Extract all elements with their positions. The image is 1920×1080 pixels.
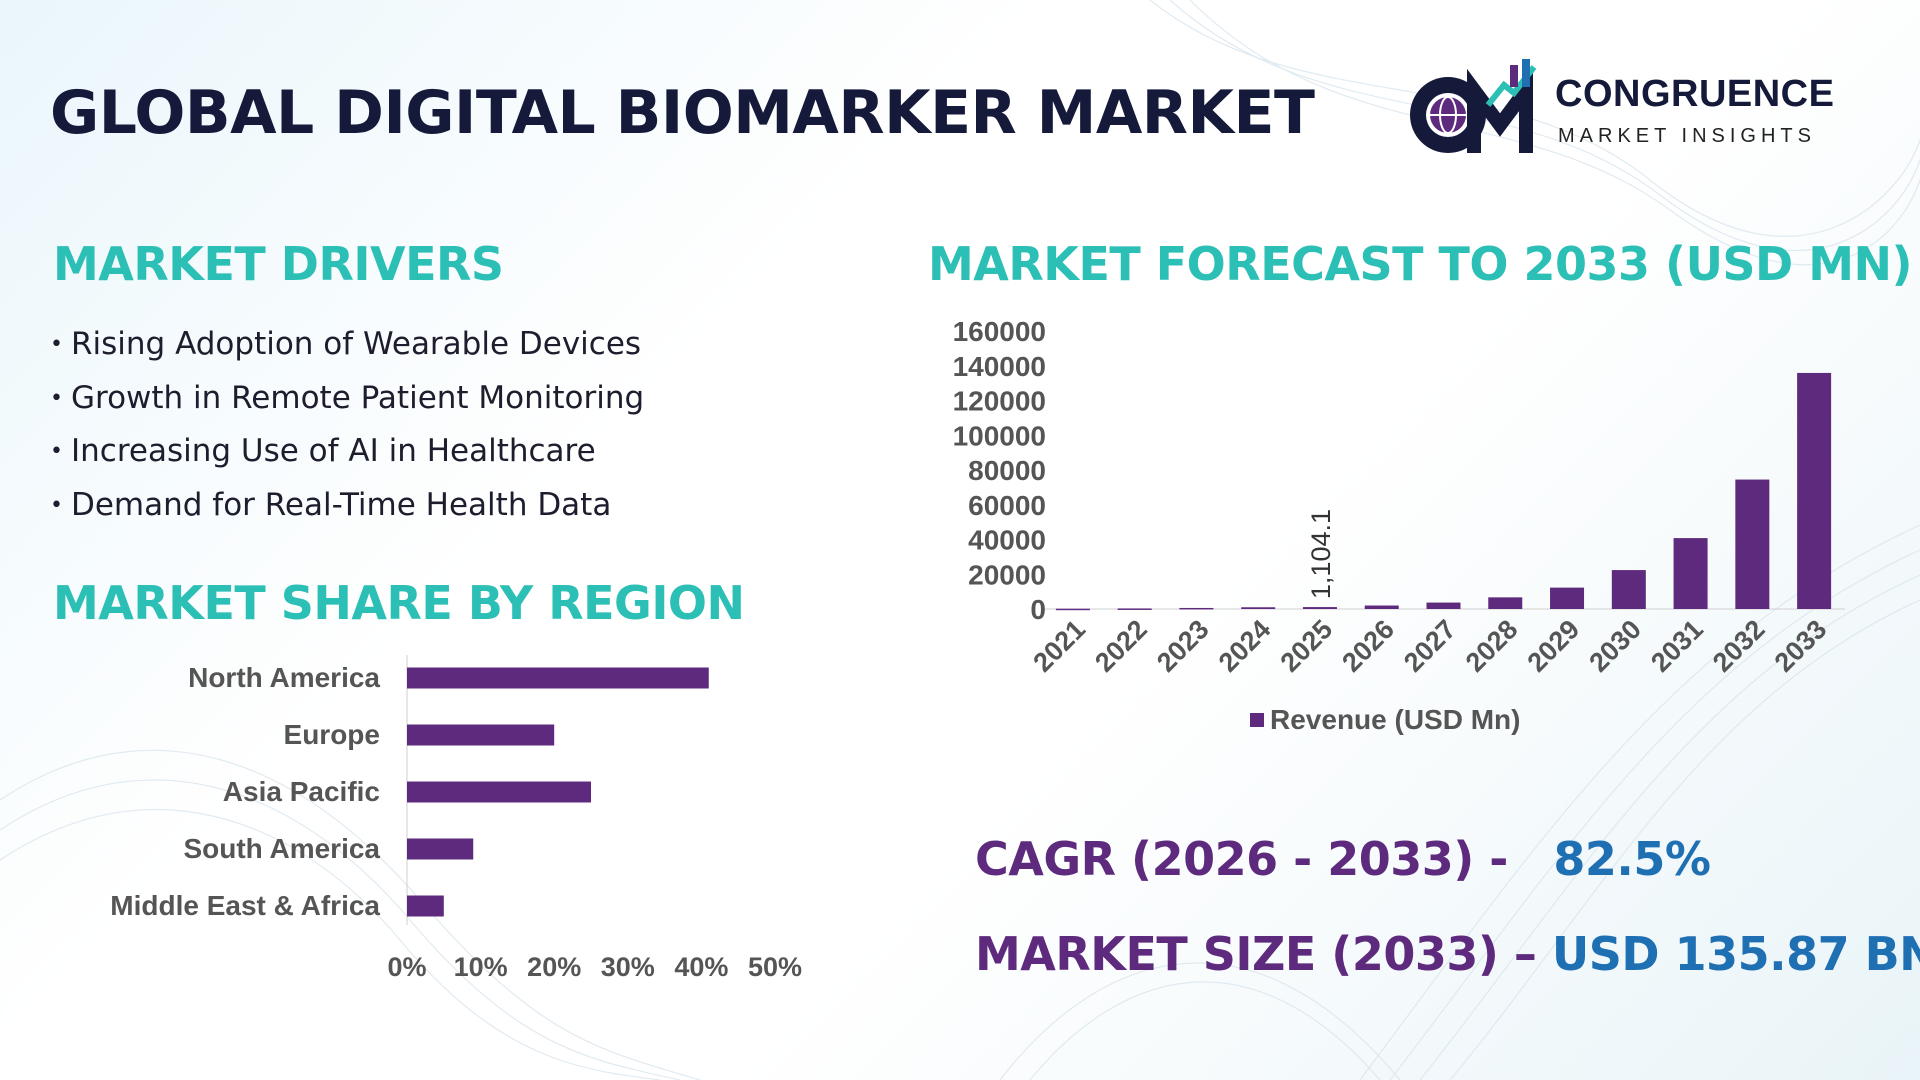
page-title: GLOBAL DIGITAL BIOMARKER MARKET <box>50 78 1315 148</box>
market-size-value: USD 135.87 BN <box>1551 927 1920 981</box>
brand-tagline: MARKET INSIGHTS <box>1558 125 1816 147</box>
revenue-bar <box>1797 372 1832 609</box>
revenue-bar <box>1302 607 1337 609</box>
driver-item: Rising Adoption of Wearable Devices <box>50 322 644 376</box>
x-tick-label: 20% <box>527 952 581 982</box>
y-tick-label: 100000 <box>953 420 1046 451</box>
region-label: South America <box>183 833 380 864</box>
revenue-bar <box>1611 570 1646 609</box>
region-bar <box>407 838 474 860</box>
y-tick-label: 140000 <box>953 351 1046 382</box>
brand-name: CONGRUENCE <box>1555 73 1835 115</box>
legend-label: Revenue (USD Mn) <box>1270 704 1520 735</box>
y-tick-label: 0 <box>1030 594 1046 625</box>
region-label: North America <box>188 662 380 693</box>
driver-item: Demand for Real-Time Health Data <box>50 483 644 537</box>
y-tick-label: 160000 <box>953 316 1046 347</box>
x-tick-label: 40% <box>674 952 728 982</box>
x-tick-label: 2025 <box>1275 614 1339 678</box>
region-label: Europe <box>284 719 380 750</box>
region-bar <box>407 667 709 689</box>
revenue-bar <box>1426 602 1461 609</box>
cagr-value: 82.5% <box>1553 832 1711 886</box>
revenue-bar <box>1735 479 1770 609</box>
x-tick-label: 2023 <box>1151 614 1215 678</box>
driver-item: Increasing Use of AI in Healthcare <box>50 429 644 483</box>
driver-item: Growth in Remote Patient Monitoring <box>50 376 644 430</box>
revenue-bar <box>1673 538 1708 609</box>
region-share-chart: North America Europe Asia Pacific South Ame… <box>110 655 802 982</box>
data-label: 1,104.1 <box>1306 509 1336 599</box>
logo-mark-icon <box>1410 59 1537 153</box>
region-label: Middle East & Africa <box>110 890 380 921</box>
revenue-bar <box>1179 607 1214 610</box>
y-tick-label: 60000 <box>968 490 1046 521</box>
revenue-bar <box>1055 608 1090 611</box>
revenue-bar <box>1488 597 1523 609</box>
x-tick-label: 0% <box>387 952 426 982</box>
y-tick-label: 20000 <box>968 559 1046 590</box>
region-bar <box>407 781 591 803</box>
drivers-heading: MARKET DRIVERS <box>53 237 504 291</box>
region-label: Asia Pacific <box>223 776 380 807</box>
market-size-stat: MARKET SIZE (2033) – USD 135.87 BN <box>975 927 1920 981</box>
x-tick-label: 2030 <box>1583 614 1647 678</box>
x-tick-label: 2033 <box>1769 614 1833 678</box>
y-tick-label: 80000 <box>968 455 1046 486</box>
y-tick-label: 40000 <box>968 525 1046 556</box>
market-size-label: MARKET SIZE (2033) – <box>975 927 1537 981</box>
legend-swatch <box>1250 713 1264 727</box>
x-tick-label: 2026 <box>1336 614 1400 678</box>
x-tick-label: 2028 <box>1460 614 1524 678</box>
x-tick-label: 2031 <box>1645 614 1709 678</box>
revenue-bar <box>1241 607 1276 609</box>
drivers-list: Rising Adoption of Wearable Devices Grow… <box>50 322 644 536</box>
revenue-bar <box>1364 605 1399 609</box>
x-tick-label: 2029 <box>1522 614 1586 678</box>
x-tick-label: 2022 <box>1089 614 1153 678</box>
x-tick-label: 50% <box>748 952 802 982</box>
y-tick-label: 120000 <box>953 386 1046 417</box>
brand-logo: CONGRUENCE MARKET INSIGHTS <box>1400 55 1870 160</box>
x-tick-label: 2027 <box>1398 614 1462 678</box>
forecast-heading: MARKET FORECAST TO 2033 (USD MN) <box>928 237 1913 291</box>
revenue-bar <box>1550 587 1585 609</box>
region-heading: MARKET SHARE BY REGION <box>53 576 745 630</box>
cagr-stat: CAGR (2026 - 2033) - 82.5% <box>975 832 1711 886</box>
x-tick-label: 10% <box>454 952 508 982</box>
x-tick-label: 30% <box>601 952 655 982</box>
x-tick-label: 2024 <box>1213 614 1277 678</box>
revenue-bar <box>1117 608 1152 610</box>
x-tick-label: 2032 <box>1707 614 1771 678</box>
region-bar <box>407 895 444 917</box>
region-bar <box>407 724 555 746</box>
cagr-label: CAGR (2026 - 2033) - <box>975 832 1508 886</box>
